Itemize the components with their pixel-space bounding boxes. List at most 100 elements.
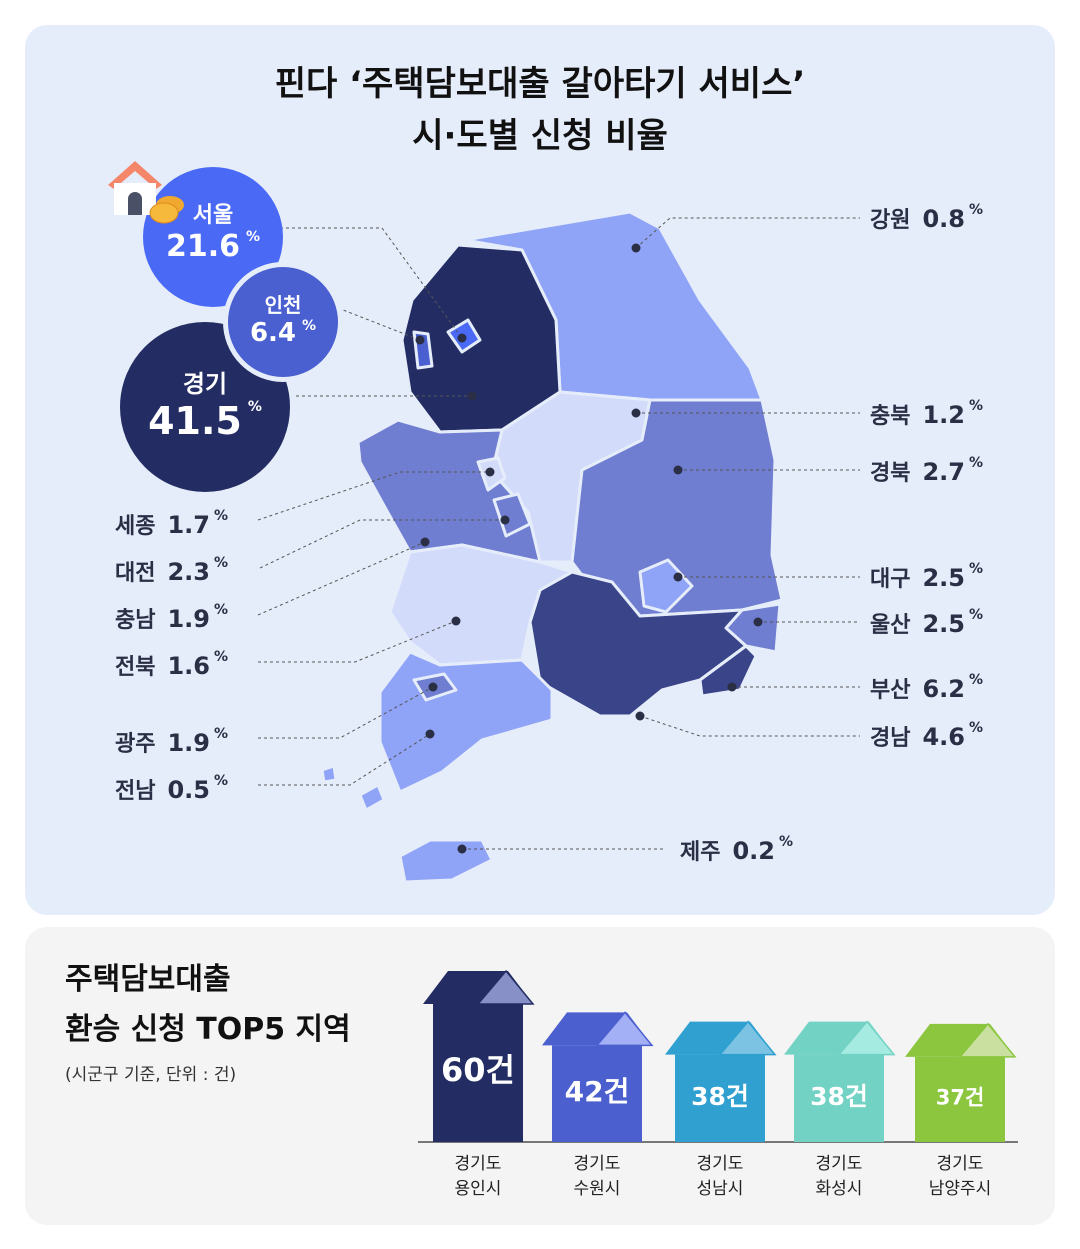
region-name: 충남 [115,608,156,633]
region-value: 1.2 [922,401,965,429]
percent-sign: % [214,508,229,524]
region-value: 0.2 [732,837,775,865]
percent-sign: % [969,561,984,577]
category-line-1: 경기도 [573,1154,621,1174]
region-value: 1.9 [167,605,210,633]
region-label: 충북 1.2% [870,398,983,430]
percent-sign: % [214,602,229,618]
region-value: 4.6 [922,723,965,751]
category-label: 경기도 화성시 [779,1152,899,1202]
region-name: 제주 [680,840,721,865]
percent-sign: % [969,607,984,623]
region-value: 1.6 [167,652,210,680]
percent-sign: % [969,720,984,736]
bar-roof-highlight [958,1022,1017,1058]
region-label: 전남 0.5% [115,773,228,805]
category-line-1: 경기도 [936,1154,984,1174]
percent-sign: % [969,455,984,471]
bar [433,1004,523,1142]
percent-sign: % [302,318,317,334]
region-label: 부산 6.2% [870,672,983,704]
category-line-2: 수원시 [573,1179,621,1199]
percent-sign: % [214,649,229,665]
region-jeonbuk [388,543,574,667]
bar [675,1054,765,1142]
region-name: 강원 [870,208,911,233]
region-name: 전북 [115,655,156,680]
top5-title-line-1: 주택담보대출 [65,962,231,997]
percent-sign: % [969,672,984,688]
region-value: 0.8 [922,205,965,233]
region-value: 1.7 [167,511,210,539]
bar-roof-highlight [718,1020,777,1056]
category-line-2: 남양주시 [928,1179,992,1199]
region-name: 광주 [115,732,156,757]
region-value: 1.9 [167,729,210,757]
percent-sign: % [246,229,261,245]
island [320,764,338,784]
region-label: 경남 4.6% [870,720,983,752]
region-value: 6.2 [922,675,965,703]
percent-sign: % [214,555,229,571]
top5-subtitle: (시군구 기준, 단위 : 건) [65,1065,237,1085]
category-line-1: 경기도 [696,1154,744,1174]
region-name: 경기 [182,370,228,398]
title-line-2: 시·도별 신청 비율 [412,116,668,156]
percent-sign: % [969,398,984,414]
region-name: 충북 [870,404,911,429]
region-value: 2.5 [922,610,965,638]
region-name: 대구 [870,567,911,592]
coin-icon [149,196,184,224]
region-name: 전남 [115,779,156,804]
category-line-1: 경기도 [454,1154,502,1174]
region-daejeon [492,492,532,538]
region-label: 대전 2.3% [115,555,228,587]
region-busan [698,644,758,698]
region-label: 충남 1.9% [115,602,228,634]
region-value: 41.5 [148,399,242,443]
top5-title-line-2: 환승 신청 TOP5 지역 [65,1012,351,1047]
region-label: 경북 2.7% [870,455,983,487]
percent-sign: % [214,773,229,789]
bar [552,1045,642,1142]
region-label: 울산 2.5% [870,607,983,639]
region-name: 울산 [870,613,911,638]
category-line-2: 용인시 [454,1179,502,1199]
region-label: 대구 2.5% [870,561,983,593]
region-value: 2.3 [167,558,210,586]
region-value: 0.5 [167,776,210,804]
category-line-2: 화성시 [815,1179,863,1199]
region-value: 21.6 [165,229,240,264]
top5-title: 주택담보대출 환승 신청 TOP5 지역 [65,955,351,1055]
region-name: 경북 [870,461,911,486]
bar-roof-highlight [837,1020,896,1056]
region-label: 강원 0.8% [870,202,983,234]
region-name: 대전 [115,561,156,586]
bar [915,1056,1005,1142]
island [358,783,386,812]
region-value: 6.4 [249,318,297,348]
house-icon [108,161,184,224]
bubble-incheon: 인천 6.4% [223,262,343,382]
region-jeju [398,838,494,884]
region-name: 서울 [192,203,234,228]
percent-sign: % [969,202,984,218]
bar-value-label: 37건 [936,1086,985,1110]
bar-value-label: 60건 [441,1051,515,1089]
region-label: 세종 1.7% [115,508,228,540]
category-label: 경기도 성남시 [660,1152,780,1202]
region-name: 세종 [115,514,156,539]
region-label: 광주 1.9% [115,726,228,758]
region-name: 경남 [870,726,911,751]
title-line-1: 핀다 ‘주택담보대출 갈아타기 서비스’ [274,64,806,104]
region-chungnam [356,418,542,564]
percent-sign: % [214,726,229,742]
percent-sign: % [779,834,794,850]
page-title: 핀다 ‘주택담보대출 갈아타기 서비스’ 시·도별 신청 비율 [0,58,1080,162]
region-name: 인천 [264,293,302,317]
